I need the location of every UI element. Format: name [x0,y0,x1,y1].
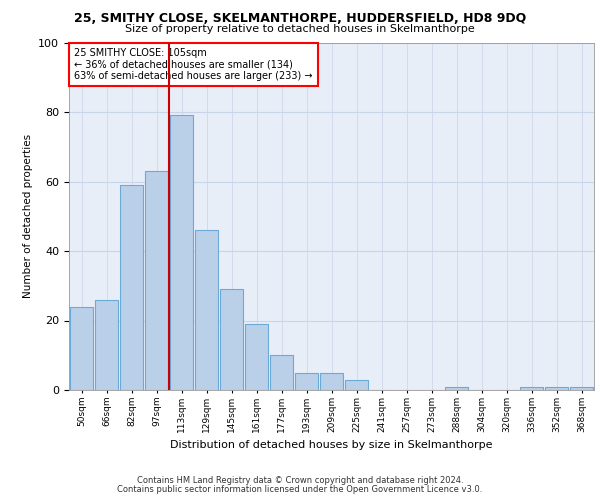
Bar [70,306,93,390]
Text: Size of property relative to detached houses in Skelmanthorpe: Size of property relative to detached ho… [125,24,475,34]
Text: 25, SMITHY CLOSE, SKELMANTHORPE, HUDDERSFIELD, HD8 9DQ: 25, SMITHY CLOSE, SKELMANTHORPE, HUDDERS… [74,12,526,26]
X-axis label: Distribution of detached houses by size in Skelmanthorpe: Distribution of detached houses by size … [170,440,493,450]
Bar [145,171,168,390]
Bar [545,386,568,390]
Bar [120,185,143,390]
Bar [270,355,293,390]
Bar [195,230,218,390]
Bar [170,116,193,390]
Text: 25 SMITHY CLOSE: 105sqm
← 36% of detached houses are smaller (134)
63% of semi-d: 25 SMITHY CLOSE: 105sqm ← 36% of detache… [74,48,313,81]
Bar [245,324,268,390]
Text: Contains public sector information licensed under the Open Government Licence v3: Contains public sector information licen… [118,485,482,494]
Bar [220,289,243,390]
Bar [320,372,343,390]
Bar [95,300,118,390]
Bar [520,386,543,390]
Bar [445,386,468,390]
Text: Contains HM Land Registry data © Crown copyright and database right 2024.: Contains HM Land Registry data © Crown c… [137,476,463,485]
Y-axis label: Number of detached properties: Number of detached properties [23,134,33,298]
Bar [345,380,368,390]
Bar [295,372,318,390]
Bar [570,386,593,390]
